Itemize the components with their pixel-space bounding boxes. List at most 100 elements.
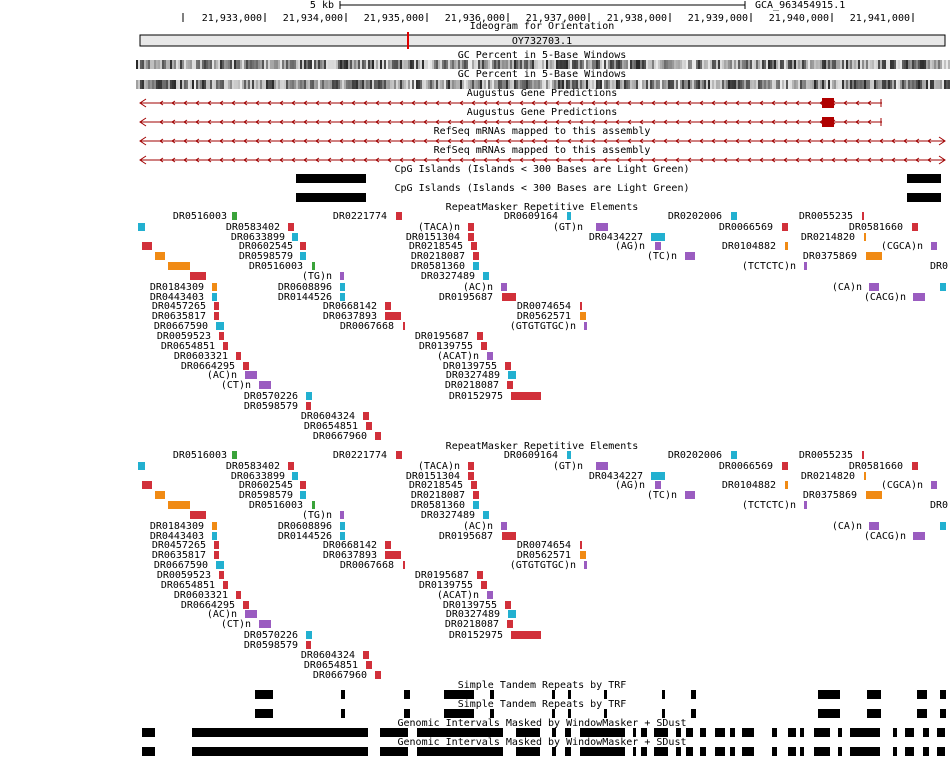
strand-chevron [615, 157, 620, 163]
strand-chevron [495, 119, 500, 125]
gc-window [678, 60, 680, 69]
masked-interval [641, 747, 647, 756]
gc-window [948, 60, 950, 69]
gc-window [238, 60, 240, 69]
repeat-label: (AC)n [463, 521, 493, 532]
gc-window [390, 60, 392, 69]
gc-window [840, 80, 842, 89]
gc-window [370, 80, 372, 89]
strand-chevron [603, 157, 608, 163]
gc-window [310, 80, 312, 89]
gc-window [504, 60, 506, 69]
gc-window [214, 60, 216, 69]
strand-chevron [483, 138, 488, 144]
strand-chevron [435, 100, 440, 106]
strand-chevron [219, 157, 224, 163]
gc-window [522, 60, 524, 69]
strand-chevron [651, 119, 656, 125]
repeat-label: DR0667590 [154, 560, 208, 571]
repeat-element [596, 223, 608, 231]
gc-window [608, 80, 610, 89]
gc-window [642, 80, 644, 89]
strand-chevron [183, 138, 188, 144]
strand-chevron [183, 100, 188, 106]
repeat-element [931, 481, 937, 489]
gc-window [602, 60, 604, 69]
gc-window [534, 60, 536, 69]
strand-chevron [303, 100, 308, 106]
strand-chevron [507, 157, 512, 163]
ruler-position: 21,940,000 [769, 13, 829, 24]
gc-window [234, 80, 236, 89]
gc-window [744, 60, 746, 69]
strand-chevron [159, 157, 164, 163]
repeat-label: DR0375869 [803, 251, 857, 262]
gc-window [460, 60, 462, 69]
gc-window [424, 60, 426, 69]
gc-window [364, 80, 366, 89]
gc-window [614, 80, 616, 89]
gc-window [786, 80, 788, 89]
repeat-label: DR0074654 [517, 301, 571, 312]
masked-interval [893, 728, 897, 737]
gc-window [878, 60, 880, 69]
gc-window [232, 60, 234, 69]
gc-window [242, 80, 244, 89]
strand-chevron [579, 157, 584, 163]
gc-window [176, 80, 178, 89]
gc-window [200, 60, 202, 69]
gc-window [706, 60, 708, 69]
gc-window [458, 80, 460, 89]
gc-window [286, 80, 288, 89]
strand-chevron [519, 100, 524, 106]
gc-window [548, 80, 550, 89]
repeat-label: (ACAT)n [437, 351, 479, 362]
repeat-label: DR0654851 [304, 660, 358, 671]
gc-window [920, 80, 922, 89]
gc-window [702, 60, 704, 69]
strand-chevron [903, 157, 908, 163]
gc-window [792, 80, 794, 89]
repeat-label: DR0184309 [150, 282, 204, 293]
gc-window [624, 80, 626, 89]
strand-chevron [423, 157, 428, 163]
gc-window [450, 80, 452, 89]
gc-window [620, 80, 622, 89]
gc-window [572, 80, 574, 89]
gc-window [666, 80, 668, 89]
gc-window [622, 60, 624, 69]
gc-window [894, 80, 896, 89]
repeat-label: (GTGTGTGC)n [510, 321, 576, 332]
gc-window [706, 80, 708, 89]
gc-window [444, 60, 446, 69]
repeat-element [782, 462, 788, 470]
gc-window [728, 80, 730, 89]
repeat-label: DR0664295 [181, 361, 235, 372]
gc-window [146, 80, 148, 89]
gc-window [738, 60, 740, 69]
gc-window [734, 80, 736, 89]
gc-window [598, 60, 600, 69]
gc-window [236, 60, 238, 69]
repeat-element [142, 242, 152, 250]
ruler-position: 21,939,000 [688, 13, 748, 24]
gc-window [704, 80, 706, 89]
gc-window [154, 60, 156, 69]
strand-chevron [795, 138, 800, 144]
strand-chevron [627, 138, 632, 144]
repeat-element [214, 302, 219, 310]
strand-chevron [387, 100, 392, 106]
strand-chevron [435, 119, 440, 125]
repeat-element [138, 462, 145, 470]
gc-window [838, 80, 840, 89]
gc-window [278, 60, 280, 69]
gc-window [494, 60, 496, 69]
gc-window [474, 80, 476, 89]
strand-chevron [579, 119, 584, 125]
repeat-label: DR0637893 [323, 550, 377, 561]
repeat-label: DR0218087 [445, 380, 499, 391]
gc-window [376, 80, 378, 89]
gc-window [168, 80, 170, 89]
gc-window [146, 60, 148, 69]
gc-window [204, 80, 206, 89]
